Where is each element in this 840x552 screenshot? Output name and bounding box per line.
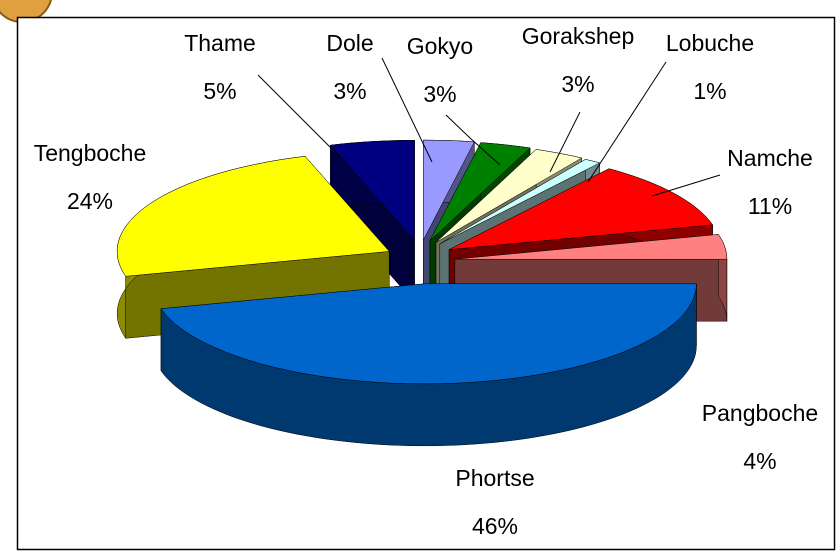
value-label: 4%	[743, 448, 776, 474]
pie	[116, 139, 728, 447]
leader-line	[257, 74, 346, 163]
leader-line	[445, 114, 501, 166]
category-label: Tengboche	[34, 140, 147, 166]
category-label: Gorakshep	[522, 23, 635, 49]
slice	[116, 156, 390, 277]
value-label: 1%	[693, 78, 726, 104]
category-label: Dole	[326, 30, 373, 56]
leader-line	[587, 61, 667, 183]
category-label: Thame	[184, 30, 256, 56]
value-label: 11%	[748, 193, 792, 219]
slice	[160, 283, 697, 385]
slice	[454, 234, 728, 260]
slice	[429, 142, 531, 242]
category-label: Namche	[727, 145, 813, 171]
value-label: 3%	[333, 78, 366, 104]
labels: Dole 3% Gokyo 3% Gorakshep 3% Lobuche 1% Namche 1…	[34, 23, 818, 539]
slice	[448, 168, 714, 250]
value-label: 3%	[423, 81, 456, 107]
leader-line	[549, 111, 581, 173]
slice	[423, 139, 475, 241]
value-label: 3%	[561, 71, 594, 97]
category-label: Gokyo	[407, 33, 473, 59]
category-label: Phortse	[455, 465, 534, 491]
category-label: Pangboche	[702, 400, 818, 426]
slice	[329, 140, 415, 241]
leader-line	[651, 174, 721, 197]
value-label: 5%	[203, 78, 236, 104]
slice	[439, 159, 601, 245]
value-label: 46%	[472, 513, 518, 539]
leader-line	[381, 57, 433, 163]
category-label: Lobuche	[666, 30, 754, 56]
value-label: 24%	[67, 188, 113, 214]
